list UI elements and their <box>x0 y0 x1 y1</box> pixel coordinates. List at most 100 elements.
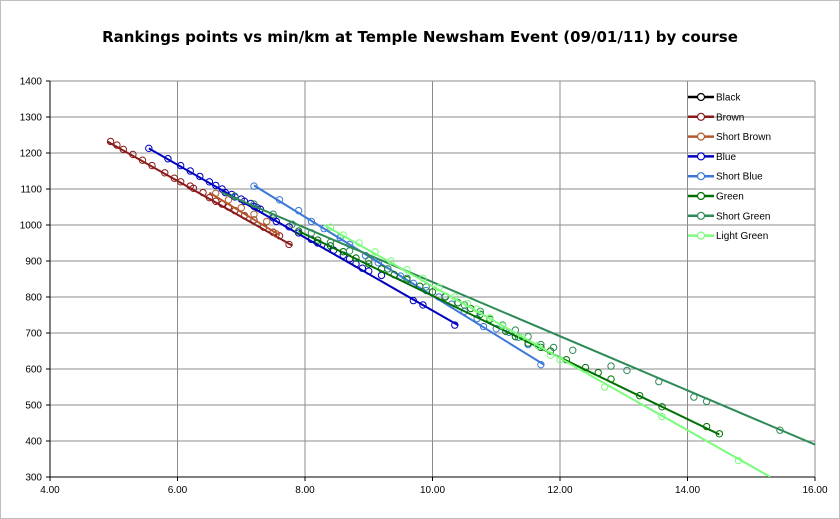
grid <box>49 80 816 478</box>
point-brown <box>119 145 128 154</box>
point-brown <box>212 197 220 205</box>
trend-line-short-brown <box>208 191 281 236</box>
legend-label: Short Brown <box>716 132 771 143</box>
point-short-green <box>326 238 335 246</box>
point-light-green <box>498 322 507 330</box>
point-green <box>581 363 590 372</box>
legend-swatch-marker <box>696 191 706 201</box>
y-tick-label: 1200 <box>20 149 43 160</box>
point-green <box>635 391 644 400</box>
point-brown <box>199 188 207 197</box>
y-tick-label: 700 <box>25 329 42 340</box>
trend-line-short-blue <box>253 184 545 366</box>
series-light-green <box>323 223 771 477</box>
point-brown <box>113 141 121 149</box>
y-tick-label: 400 <box>25 437 42 448</box>
legend-entry-green: Green <box>688 192 744 203</box>
legend-entry-light-green: Light Green <box>688 231 768 242</box>
point-light-green <box>435 283 443 292</box>
y-tick-label: 1000 <box>20 221 43 232</box>
x-tick-label: 16.00 <box>802 485 827 496</box>
y-tick-label: 1400 <box>20 77 43 88</box>
legend-label: Black <box>716 93 741 104</box>
point-short-blue <box>307 217 316 226</box>
legend-swatch-marker <box>696 152 706 161</box>
trend-line-short-green <box>221 191 815 446</box>
point-light-green <box>463 299 472 308</box>
point-brown <box>285 240 293 249</box>
point-light-green <box>403 265 411 274</box>
point-short-green <box>702 397 711 406</box>
point-light-green <box>326 223 335 231</box>
point-blue <box>205 178 214 186</box>
point-short-green <box>365 256 373 264</box>
point-short-green <box>403 274 411 282</box>
y-tick-label: 300 <box>25 473 42 484</box>
legend-swatch-marker <box>696 231 706 240</box>
x-tick-label: 8.00 <box>295 485 315 496</box>
point-blue <box>358 264 367 272</box>
y-tick-label: 800 <box>25 293 42 304</box>
point-light-green <box>600 383 609 391</box>
point-green <box>314 236 322 244</box>
y-tick-label: 500 <box>25 401 42 412</box>
legend-swatch-marker <box>696 132 706 141</box>
point-light-green <box>355 239 363 247</box>
legend-label: Blue <box>716 152 736 163</box>
legend-swatch-marker <box>696 211 706 220</box>
point-short-green <box>384 265 392 273</box>
x-tick-label: 4.00 <box>40 485 60 496</box>
point-short-green <box>623 366 631 375</box>
legend-label: Green <box>716 192 744 203</box>
point-blue <box>196 172 204 181</box>
trend-line-light-green <box>323 224 771 477</box>
point-light-green <box>658 412 666 421</box>
point-light-green <box>556 356 564 364</box>
point-light-green <box>546 351 555 360</box>
point-short-green <box>549 343 558 352</box>
point-short-brown <box>237 204 245 212</box>
point-blue <box>352 260 360 268</box>
trend-line-blue <box>148 147 459 326</box>
y-tick-label: 1100 <box>20 185 42 196</box>
point-short-blue <box>537 360 545 369</box>
series-short-brown <box>208 189 281 238</box>
legend-label: Short Blue <box>716 172 763 183</box>
point-short-green <box>569 346 577 354</box>
point-short-brown <box>263 217 271 226</box>
point-blue <box>365 267 373 275</box>
point-short-blue <box>479 322 488 331</box>
legend-swatch-marker <box>696 112 706 121</box>
point-light-green <box>339 231 347 239</box>
legend-entry-short-blue: Short Blue <box>688 172 763 183</box>
legend-entry-short-brown: Short Brown <box>688 132 771 143</box>
point-green <box>390 270 398 279</box>
point-brown <box>250 216 258 224</box>
point-short-brown <box>212 189 220 198</box>
legend-label: Short Green <box>716 211 770 222</box>
point-green <box>658 403 666 411</box>
point-short-green <box>288 220 296 228</box>
point-green <box>326 242 335 250</box>
point-short-green <box>776 426 784 434</box>
point-light-green <box>451 293 459 301</box>
x-tick-label: 6.00 <box>168 485 188 496</box>
point-short-green <box>345 247 354 255</box>
point-blue <box>186 167 194 175</box>
point-green <box>365 260 373 268</box>
series-blue <box>145 144 459 329</box>
point-short-blue <box>275 196 284 204</box>
point-blue <box>176 161 185 170</box>
point-green <box>594 368 602 377</box>
point-short-green <box>269 210 277 218</box>
point-brown <box>189 184 198 192</box>
point-light-green <box>734 456 743 465</box>
y-tick-label: 1300 <box>20 113 43 124</box>
point-light-green <box>473 305 481 313</box>
point-brown <box>205 193 214 202</box>
point-blue <box>212 181 220 190</box>
point-short-green <box>250 200 258 208</box>
point-green <box>352 254 360 262</box>
